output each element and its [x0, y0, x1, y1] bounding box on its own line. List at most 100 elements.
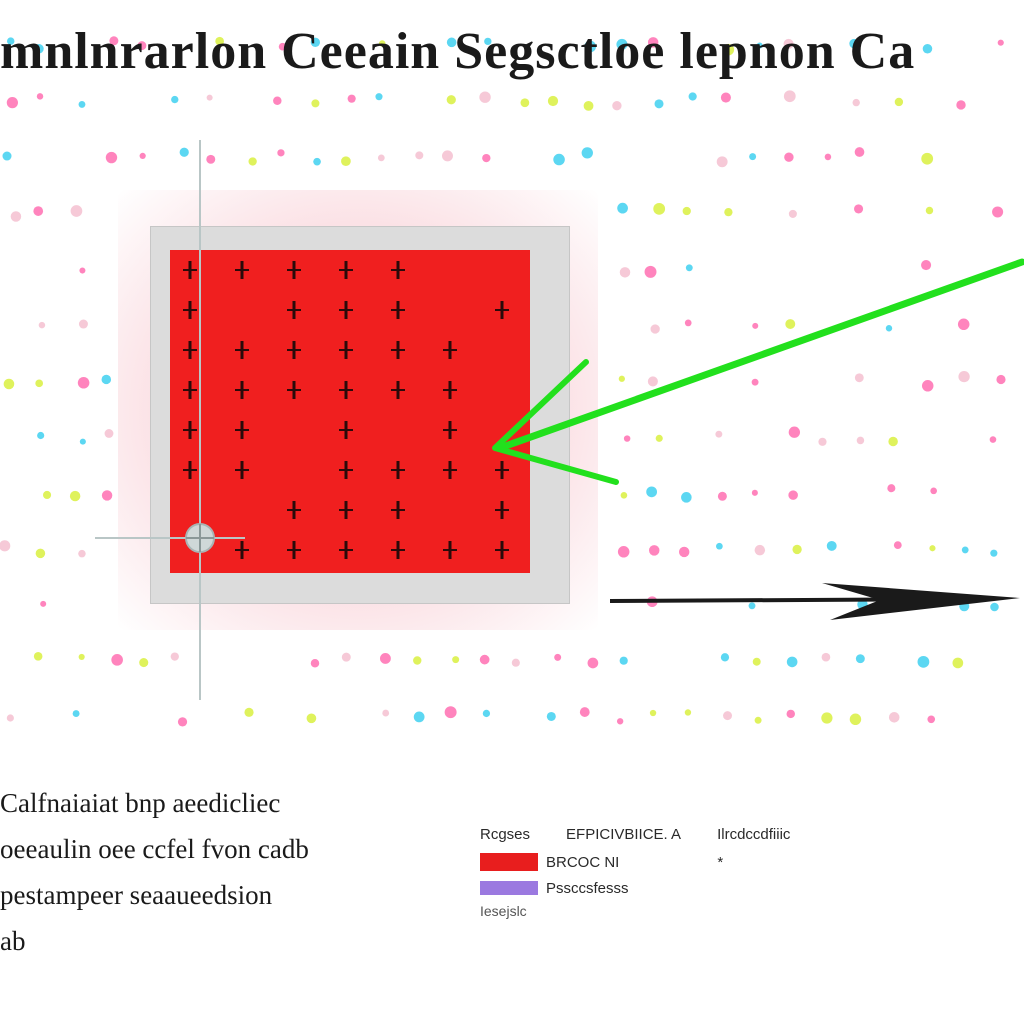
- background-dot: [788, 490, 798, 500]
- background-dot: [921, 259, 932, 271]
- background-dot: [177, 717, 188, 727]
- background-dot: [579, 707, 590, 717]
- background-dot: [6, 37, 15, 45]
- legend-swatch-red: [480, 853, 538, 871]
- background-dot: [646, 596, 658, 608]
- background-dot: [587, 657, 599, 669]
- legend: Rcgses EFPICIVBIICE. A Ilrcdccdfiiic BRC…: [480, 826, 950, 919]
- background-dot: [990, 602, 999, 612]
- background-dot: [748, 602, 756, 610]
- square-mark-grid: [183, 261, 509, 559]
- background-dot: [647, 37, 659, 48]
- background-dot: [377, 154, 385, 162]
- background-dot: [922, 43, 933, 54]
- background-dot: [957, 318, 970, 331]
- background-dot: [583, 100, 594, 111]
- background-dot: [893, 541, 902, 550]
- background-dot: [617, 546, 630, 558]
- background-dot: [479, 91, 491, 103]
- background-dot: [33, 206, 44, 216]
- background-dot: [818, 437, 827, 446]
- caption-line: Calfnaiaiat bnp aeedicliec: [0, 788, 281, 818]
- background-dot: [992, 206, 1004, 218]
- background-dot: [752, 322, 759, 329]
- background-dot: [754, 544, 766, 556]
- background-dot: [69, 490, 81, 502]
- background-dot: [792, 544, 802, 555]
- background-dot: [996, 374, 1006, 385]
- background-dot: [649, 709, 657, 717]
- background-dot: [547, 95, 559, 107]
- background-dot: [653, 202, 666, 215]
- background-dot: [752, 657, 761, 666]
- background-dot: [79, 438, 86, 445]
- background-dot: [79, 267, 86, 274]
- background-dot: [546, 711, 556, 721]
- background-dot: [36, 93, 44, 100]
- background-dot: [244, 707, 254, 717]
- legend-item-label: Pssccsfesss: [546, 879, 629, 897]
- background-dot: [379, 653, 391, 664]
- background-dot: [442, 150, 453, 162]
- background-dot: [788, 426, 801, 438]
- background-dot: [724, 207, 733, 217]
- background-dot: [0, 540, 11, 552]
- legend-header-cell: EFPICIVBIICE. A: [566, 826, 682, 843]
- background-dot: [751, 489, 758, 496]
- background-dot: [783, 38, 794, 49]
- background-dot: [921, 380, 934, 392]
- red-square: [170, 250, 530, 573]
- background-dot: [2, 151, 12, 161]
- background-dot: [104, 429, 114, 438]
- background-dot: [618, 375, 625, 382]
- background-dot: [482, 709, 491, 718]
- background-dot: [139, 658, 149, 668]
- background-dot: [78, 319, 88, 329]
- background-dot: [644, 265, 657, 278]
- background-dot: [684, 709, 692, 716]
- background-dot: [854, 373, 864, 383]
- background-dot: [278, 42, 287, 51]
- background-dot: [72, 710, 80, 718]
- background-dot: [887, 484, 896, 493]
- legend-item-note: *: [717, 853, 724, 871]
- background-dot: [716, 542, 723, 550]
- background-dot: [617, 202, 628, 214]
- background-dot: [958, 370, 970, 383]
- background-dot: [273, 96, 282, 106]
- background-dot: [619, 656, 628, 665]
- background-dot: [444, 706, 457, 719]
- background-dot: [685, 264, 693, 272]
- background-dot: [716, 156, 728, 168]
- background-dot: [101, 490, 113, 501]
- background-dot: [754, 716, 762, 724]
- background-dot: [40, 600, 47, 607]
- background-dot: [311, 99, 320, 108]
- background-dot: [952, 657, 964, 669]
- caption-line: ab: [0, 926, 26, 956]
- background-dot: [857, 599, 868, 610]
- background-dot: [646, 486, 658, 498]
- background-dot: [751, 378, 759, 386]
- background-dot: [654, 99, 664, 109]
- background-dot: [849, 713, 862, 725]
- background-dot: [382, 709, 390, 717]
- background-dot: [3, 378, 15, 390]
- background-dot: [111, 654, 123, 666]
- background-dot: [888, 712, 900, 723]
- background-dot: [378, 40, 386, 47]
- legend-swatch-purple: [480, 881, 538, 895]
- background-dot: [6, 96, 18, 109]
- background-dot: [520, 98, 530, 108]
- background-dot: [413, 711, 425, 723]
- background-dot: [482, 153, 491, 163]
- background-dot: [33, 652, 43, 661]
- background-dot: [553, 153, 565, 166]
- background-dot: [684, 319, 692, 327]
- background-dot: [749, 153, 757, 161]
- background-dot: [446, 37, 457, 48]
- background-dot: [894, 97, 904, 107]
- background-dot: [306, 713, 317, 724]
- background-dot: [887, 601, 896, 609]
- legend-footer: Iesejslc: [480, 903, 527, 919]
